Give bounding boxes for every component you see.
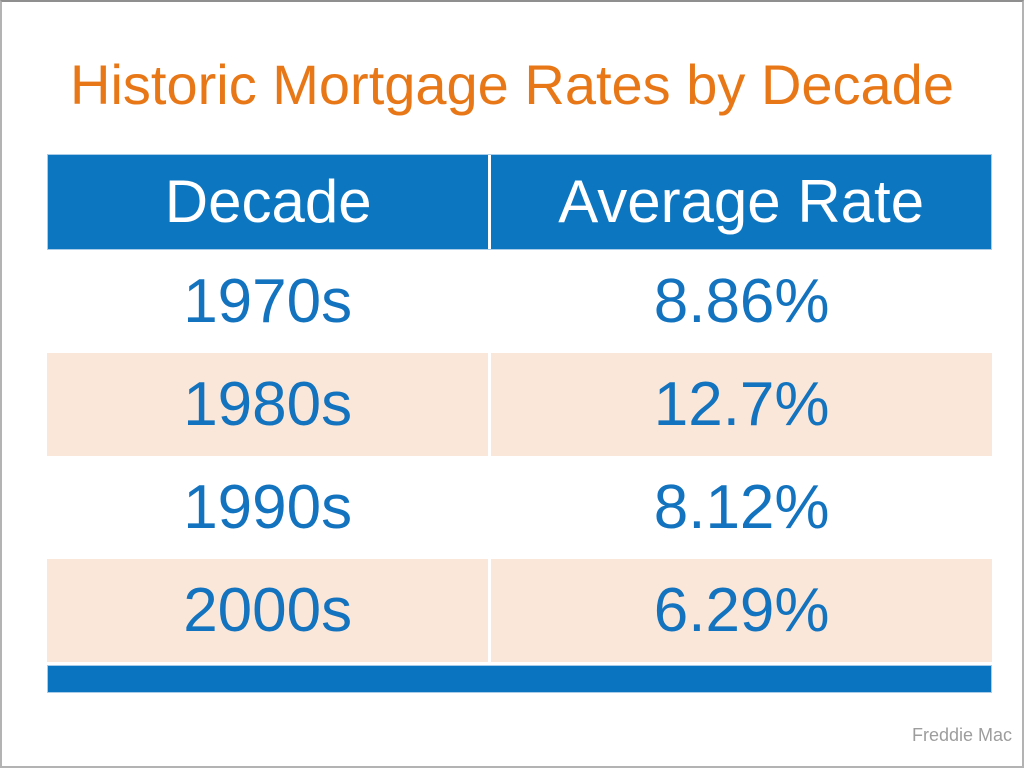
cell-rate: 6.29% — [488, 559, 992, 662]
column-header-decade: Decade — [164, 168, 372, 235]
table-row: 2000s 6.29% — [47, 559, 992, 662]
page-title: Historic Mortgage Rates by Decade — [70, 53, 954, 116]
cell-rate: 8.86% — [488, 250, 992, 353]
table-footer-bar — [47, 665, 992, 693]
cell-decade: 1970s — [183, 266, 353, 336]
cell-rate: 8.12% — [488, 456, 992, 559]
cell-decade: 1990s — [183, 472, 353, 542]
column-header-average-rate: Average Rate — [488, 155, 991, 249]
mortgage-rates-table: Decade Average Rate 1970s 8.86% 1980s 12… — [47, 154, 992, 662]
table-header-row: Decade Average Rate — [47, 154, 992, 250]
table-row: 1990s 8.12% — [47, 456, 992, 559]
cell-decade: 1980s — [183, 369, 353, 439]
cell-decade: 2000s — [183, 575, 353, 645]
source-credit: Freddie Mac — [911, 725, 1012, 745]
table-row: 1980s 12.7% — [47, 353, 992, 456]
table-row: 1970s 8.86% — [47, 250, 992, 353]
cell-rate: 12.7% — [488, 353, 992, 456]
